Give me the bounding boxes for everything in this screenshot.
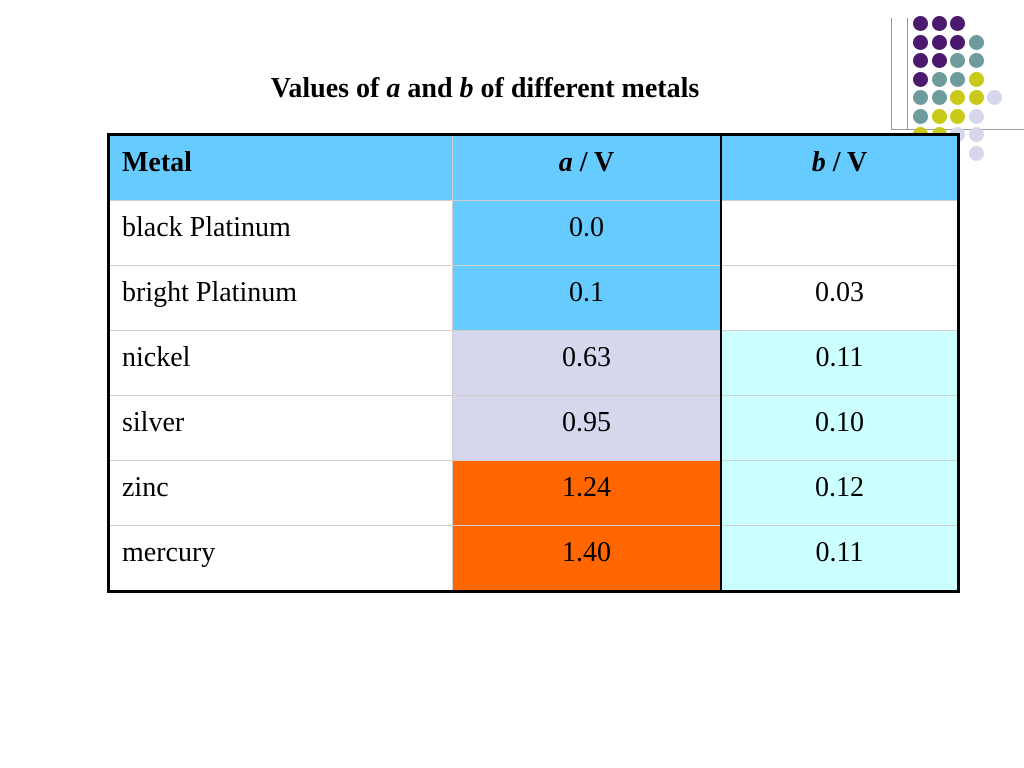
a-value-cell: 0.63 [452,330,722,396]
table-row: zinc 1.24 0.12 [107,460,960,526]
decorative-dot [913,53,928,68]
a-value-cell: 0.1 [452,265,722,331]
decorative-vertical-rule-right [907,18,908,130]
b-value-cell: 0.10 [720,395,960,461]
b-value-cell: 0.03 [720,265,960,331]
decorative-dot [913,90,928,105]
title-variable-a: a [386,73,401,104]
metal-name-cell: silver [107,395,453,461]
decorative-vertical-rule-left [891,18,892,130]
decorative-dot [987,90,1002,105]
title-text-part2: and [400,73,460,104]
table-row: bright Platinum 0.1 0.03 [107,265,960,331]
table-row: mercury 1.40 0.11 [107,525,960,593]
header-a: a / V [452,133,722,201]
title-text-part3: of different metals [473,73,700,104]
decorative-dot [931,71,947,87]
decorative-dot [913,16,928,31]
header-b-variable: b [811,147,826,178]
metal-name-cell: mercury [107,525,453,593]
decorative-dot [913,34,928,50]
decorative-dot [968,34,984,50]
title-text-part1: Values of [270,73,387,104]
a-value-cell: 1.40 [452,525,722,593]
decorative-dot [950,71,965,87]
decorative-dot [931,90,947,105]
a-value-cell: 1.24 [452,460,722,526]
decorative-dot [950,34,965,50]
header-metal: Metal [107,133,453,201]
decorative-dot [913,108,928,124]
decorative-dot [931,16,947,31]
decorative-dot [931,34,947,50]
header-a-variable: a [558,147,573,178]
decorative-dot [950,108,965,124]
header-a-unit: / V [572,147,615,178]
b-value-cell [720,200,960,266]
a-value-cell: 0.0 [452,200,722,266]
a-value-cell: 0.95 [452,395,722,461]
slide-title: Values of a and b of different metals [0,72,970,106]
decorative-dot [950,53,965,68]
decorative-dot [968,127,984,142]
metal-name-cell: bright Platinum [107,265,453,331]
decorative-dot [968,90,984,105]
table-row: silver 0.95 0.10 [107,395,960,461]
decorative-dot [968,145,984,161]
b-value-cell: 0.12 [720,460,960,526]
decorative-dot [913,71,928,87]
decorative-dot [968,71,984,87]
table-row: nickel 0.63 0.11 [107,330,960,396]
metal-name-cell: black Platinum [107,200,453,266]
decorative-dot [968,53,984,68]
decorative-dot [931,53,947,68]
b-value-cell: 0.11 [720,525,960,593]
header-b-unit: / V [825,147,868,178]
table-header-row: Metal a / V b / V [107,133,960,201]
table-row: black Platinum 0.0 [107,200,960,266]
b-value-cell: 0.11 [720,330,960,396]
decorative-dot [931,108,947,124]
decorative-dot [950,16,965,31]
title-variable-b: b [459,73,474,104]
metal-name-cell: zinc [107,460,453,526]
decorative-dot [950,90,965,105]
header-b: b / V [720,133,960,201]
metals-table: Metal a / V b / V black Platinum 0.0 bri… [107,133,960,593]
metal-name-cell: nickel [107,330,453,396]
decorative-dot [968,108,984,124]
